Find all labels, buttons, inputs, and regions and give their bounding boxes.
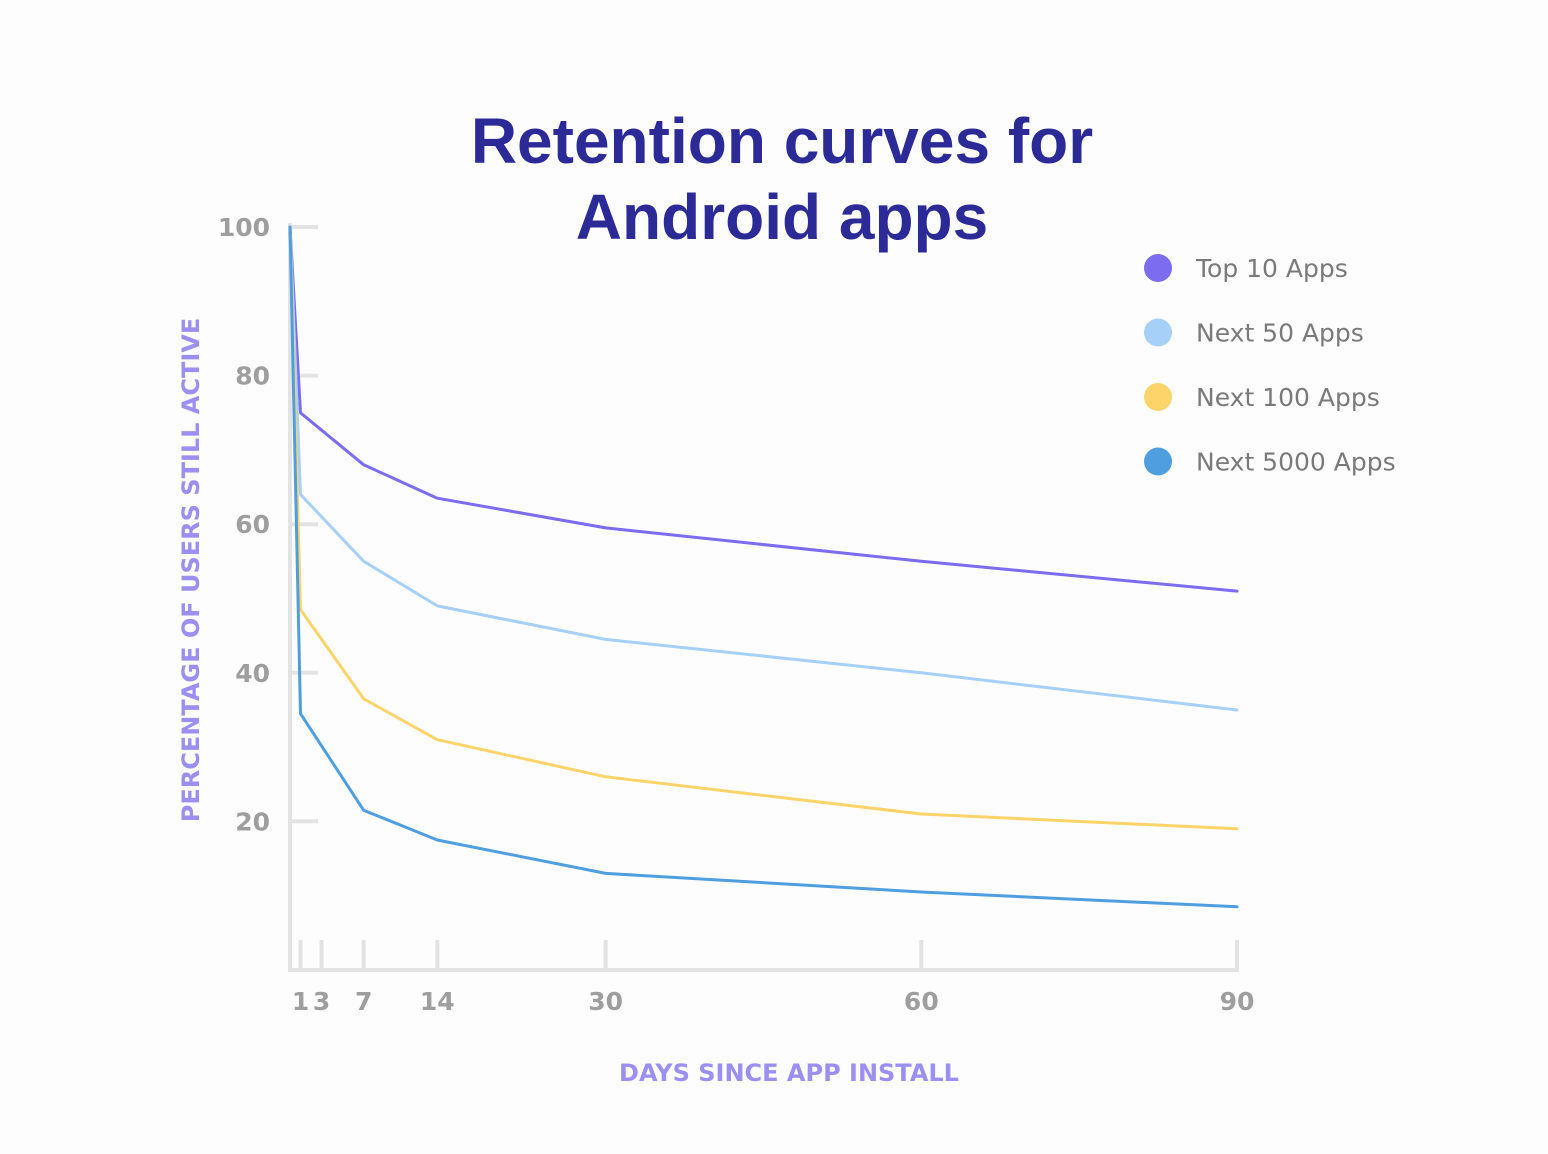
y-tick-label: 100 (218, 213, 270, 242)
series-line-next-50-apps (288, 225, 1239, 712)
chart-title-line-1: Retention curves for (471, 105, 1093, 177)
legend-swatch (1144, 254, 1172, 282)
x-tick-label: 3 (313, 987, 330, 1016)
x-tick-label: 30 (588, 987, 623, 1016)
legend-label: Top 10 Apps (1195, 254, 1348, 283)
y-tick-label: 80 (235, 362, 270, 391)
series-line-top-10-apps (288, 225, 1239, 593)
y-axis-label: PERCENTAGE OF USERS STILL ACTIVE (177, 318, 205, 823)
legend-swatch (1144, 383, 1172, 411)
legend-swatch (1144, 318, 1172, 347)
x-tick-label: 7 (355, 987, 372, 1016)
series-line-next-5000-apps (288, 225, 1239, 909)
x-axis-label: DAYS SINCE APP INSTALL (619, 1059, 959, 1087)
x-tick-label: 1 (292, 987, 309, 1016)
series-line-next-100-apps (288, 225, 1239, 831)
x-tick-label: 14 (420, 987, 455, 1016)
chart-title-line-2: Android apps (576, 181, 988, 253)
x-tick-label: 90 (1220, 987, 1255, 1016)
axes: 20 40 60 80 100 1 3 7 14 30 60 90 DAYS SINCE APP INS… (177, 213, 1254, 1087)
y-tick-label: 60 (235, 510, 270, 539)
legend-label: Next 50 Apps (1196, 319, 1364, 348)
legend-swatch (1144, 447, 1172, 476)
y-tick-label: 40 (235, 659, 270, 688)
series-lines (288, 225, 1239, 909)
legend-label: Next 5000 Apps (1196, 448, 1396, 477)
legend: Top 10 Apps Next 50 Apps Next 100 Apps Next… (1144, 254, 1396, 477)
y-tick-label: 20 (235, 807, 270, 836)
legend-label: Next 100 Apps (1196, 383, 1380, 412)
x-tick-label: 60 (904, 987, 939, 1016)
